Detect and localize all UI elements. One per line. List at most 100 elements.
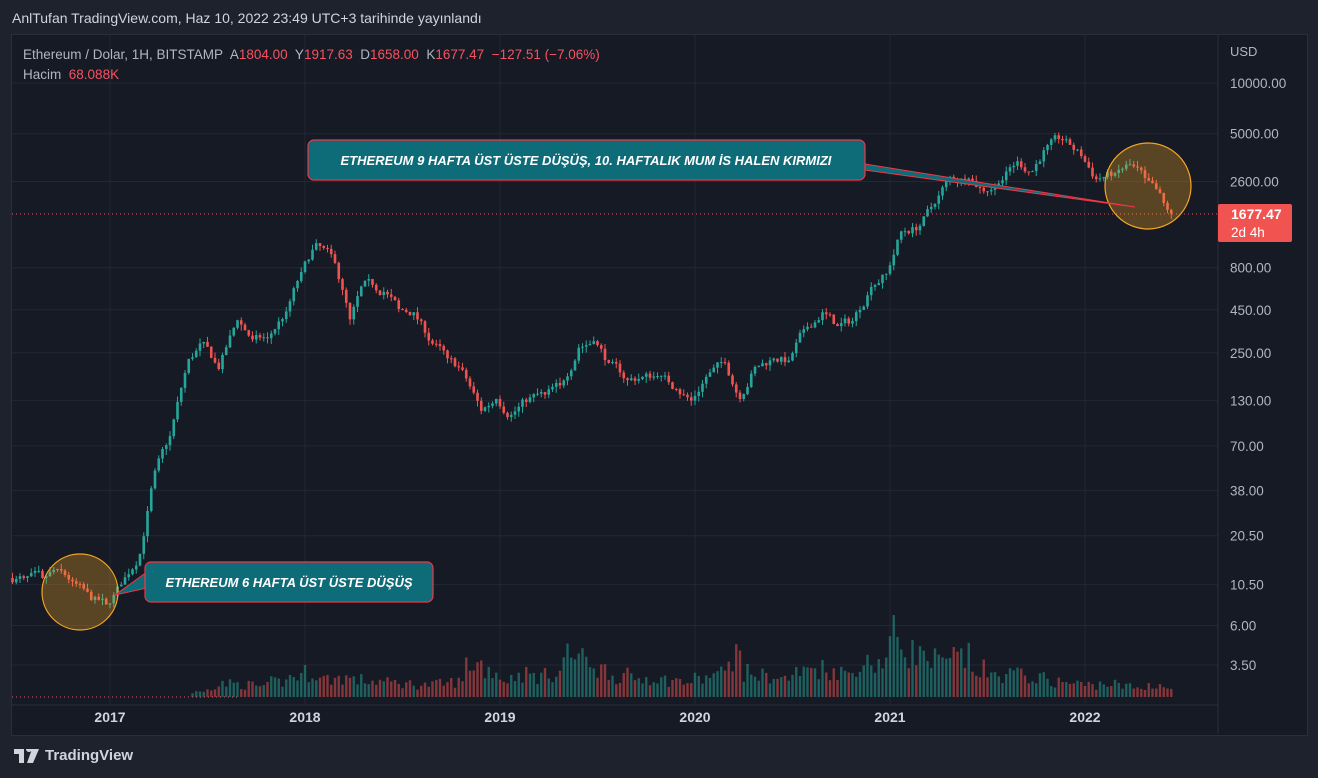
volume-bar [1080,681,1083,697]
volume-label[interactable]: Hacim [23,67,62,82]
candle-body [592,341,596,345]
volume-bar [896,636,899,697]
candle-body [1064,139,1068,141]
candle-body [1147,177,1151,181]
volume-bar [213,689,217,697]
candle-body [71,579,74,582]
candle-body [978,186,982,188]
volume-bar [1046,678,1049,697]
candle-body [292,288,296,302]
candle-body [1158,189,1162,193]
candle-body [138,553,142,566]
low-label: D [360,47,371,62]
volume-bar [525,666,528,697]
volume-bar [975,675,978,697]
volume-bar [1098,681,1102,697]
volume-bar [232,682,235,697]
volume-bar [738,650,742,697]
volume-bar [506,683,509,697]
volume-bar [427,686,430,697]
volume-bar [453,687,457,697]
volume-bar [502,681,505,697]
candle-body [686,394,689,398]
candle-body [179,388,183,402]
candle-body [1102,177,1106,179]
candle-body [41,570,44,578]
volume-bar [828,680,832,697]
volume-bar [903,657,907,697]
volume-bar [652,682,655,697]
candle-body [506,412,509,418]
candle-body [682,394,686,396]
candle-body [806,326,809,330]
volume-bar [412,685,415,697]
brand-label: TradingView [45,747,134,764]
candle-body [727,362,731,376]
volume-bar [877,659,880,697]
candle-body [1162,192,1166,203]
volume-bar [1042,672,1045,697]
volume-bar [918,646,922,697]
candle-body [933,203,937,207]
volume-bar [712,673,715,697]
current-price-value: 1677.47 [1231,206,1282,222]
y-tick-label: 450.00 [1230,303,1271,318]
candle-body [517,406,521,412]
candle-body [896,239,899,255]
candle-body [787,360,791,363]
volume-bar [967,642,970,697]
candle-body [926,209,929,217]
volume-bar [761,668,764,697]
volume-bar [716,671,719,697]
candle-body [363,280,367,287]
volume-bar [341,684,344,697]
candle-body [914,227,918,231]
close-label: K [426,47,436,62]
candle-body [427,332,431,341]
candle-body [1049,139,1053,145]
volume-bar [431,681,434,697]
candle-body [678,389,682,395]
volume-bar [780,677,783,697]
volume-bar [982,659,985,697]
candle-body [708,372,712,377]
tradingview-logo[interactable]: TradingView [14,747,133,764]
candle-body [382,291,386,296]
candle-body [401,308,404,310]
candle-body [1139,167,1143,171]
candle-body [828,314,832,316]
price-axis: 10000.00 5000.00 2600.00 800.00 450.00 250.00… [1230,76,1286,673]
candle-body [971,178,974,181]
volume-bar [367,684,370,697]
candle-body [903,231,907,233]
callout-text-1: ETHEREUM 9 HAFTA ÜST ÜSTE DÜŞÜŞ, 10. HAF… [341,153,832,168]
candle-body [194,350,198,358]
volume-bar [768,683,772,697]
volume-bar [371,680,374,697]
candle-body [697,391,701,396]
candle-body [824,312,828,315]
volume-bar [888,636,892,697]
candle-body [307,259,311,262]
candle-body [674,388,678,390]
volume-bar [281,686,284,697]
volume-bar [675,678,678,697]
chart-frame[interactable] [11,34,1308,736]
volume-bar [543,667,547,697]
candle-body [866,295,869,307]
volume-bar [1147,683,1150,697]
candle-body [341,279,344,290]
candle-body [911,227,914,234]
x-tick-label: 2017 [94,709,125,725]
candle-body [18,576,22,579]
volume-bar [217,686,220,697]
candle-body [14,578,18,583]
symbol-label[interactable]: Ethereum / Dolar, 1H, BITSTAMP [23,47,224,62]
candle-body [221,355,224,370]
candle-body [1106,171,1109,178]
y-tick-label: 250.00 [1230,346,1271,361]
candle-body [633,378,637,381]
candle-body [588,344,592,346]
volume-bar [667,686,670,697]
